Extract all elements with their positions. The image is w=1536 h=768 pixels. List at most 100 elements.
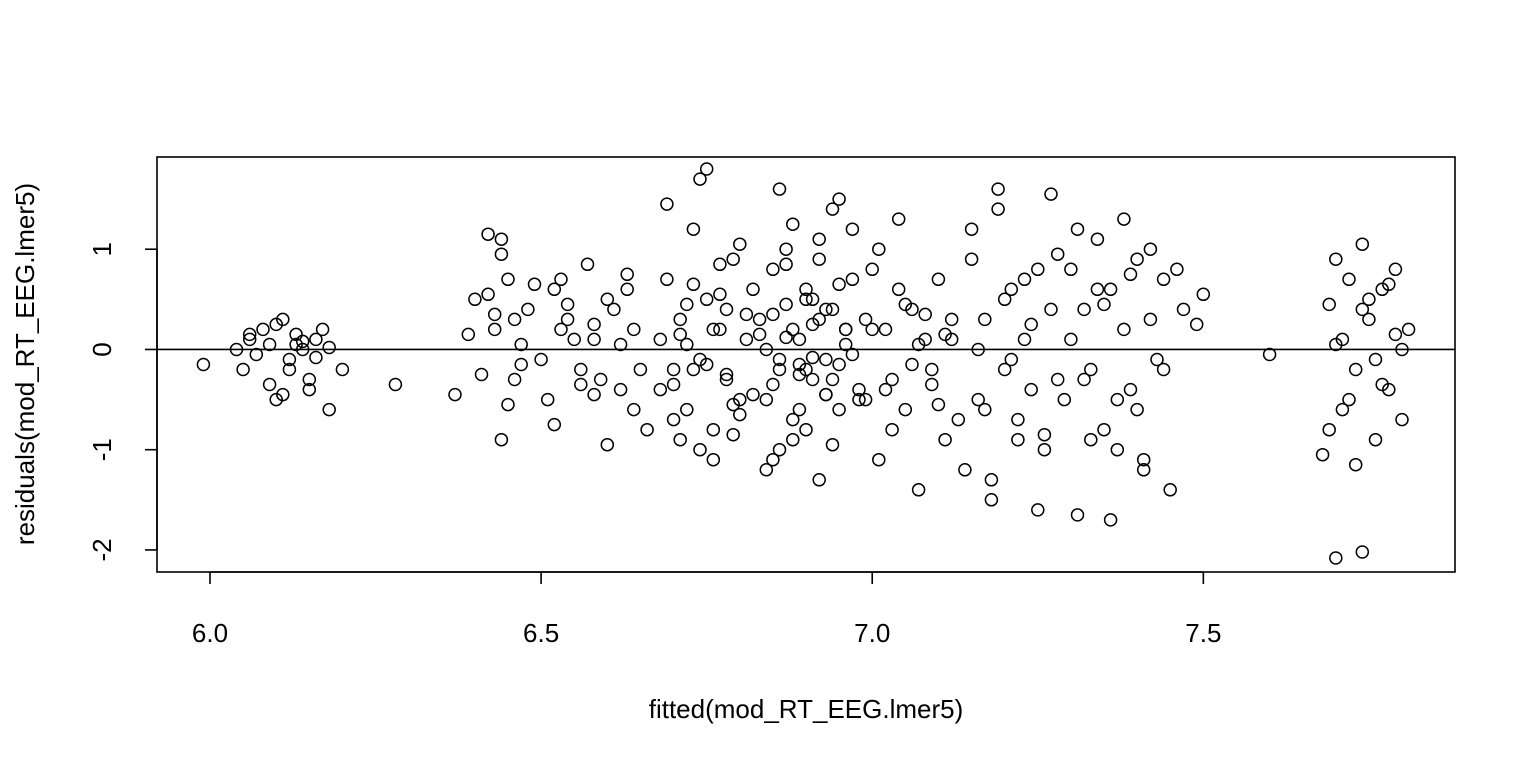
data-point xyxy=(282,362,297,377)
data-point xyxy=(1044,302,1058,317)
data-point xyxy=(660,272,674,287)
data-point xyxy=(845,272,860,287)
data-point xyxy=(984,493,999,507)
data-point xyxy=(819,387,833,402)
data-point xyxy=(726,252,740,266)
data-point xyxy=(1342,392,1356,407)
data-point xyxy=(521,302,535,317)
data-point xyxy=(1031,262,1045,277)
data-point xyxy=(1103,513,1118,527)
data-point xyxy=(699,162,714,176)
data-point xyxy=(560,297,575,312)
data-point xyxy=(567,332,581,347)
data-point xyxy=(766,307,780,322)
data-point xyxy=(613,382,628,397)
data-point xyxy=(964,222,979,236)
x-axis-label: fitted(mod_RT_EEG.lmer5) xyxy=(649,694,964,724)
y-tick-label: -2 xyxy=(87,538,117,561)
data-point xyxy=(613,337,628,352)
data-point xyxy=(706,422,721,437)
data-point xyxy=(587,387,601,402)
data-point xyxy=(799,422,813,437)
data-point xyxy=(726,427,740,442)
data-point xyxy=(540,392,555,407)
data-point xyxy=(838,322,853,337)
y-axis-label: residuals(mod_RT_EEG.lmer5) xyxy=(10,183,40,545)
data-point xyxy=(574,362,588,377)
data-point xyxy=(1004,352,1019,367)
data-point xyxy=(673,432,687,447)
data-point xyxy=(534,352,548,367)
data-point xyxy=(507,312,522,327)
data-point xyxy=(733,237,747,251)
data-point xyxy=(693,442,707,457)
data-point xyxy=(256,322,270,337)
data-point xyxy=(858,392,873,407)
data-point xyxy=(1084,432,1098,447)
data-point xyxy=(925,362,939,377)
data-point xyxy=(792,367,807,382)
data-point xyxy=(865,262,879,277)
data-point xyxy=(1110,392,1125,407)
data-point xyxy=(971,342,985,357)
data-point xyxy=(1150,352,1164,367)
data-point xyxy=(633,362,648,377)
data-point xyxy=(872,242,886,256)
data-point xyxy=(739,332,754,347)
data-point xyxy=(295,334,310,349)
data-point xyxy=(1077,372,1091,387)
data-point xyxy=(805,372,820,387)
data-point xyxy=(501,397,515,412)
data-point xyxy=(1329,252,1343,266)
data-point xyxy=(1031,503,1045,517)
data-point xyxy=(1395,342,1409,357)
data-point xyxy=(1037,442,1052,457)
data-point xyxy=(262,337,277,352)
data-point xyxy=(944,312,959,327)
data-point xyxy=(1189,317,1204,332)
data-point xyxy=(1362,292,1376,307)
data-point xyxy=(461,327,476,342)
data-point xyxy=(699,292,714,307)
data-point xyxy=(1176,302,1191,317)
data-point xyxy=(481,287,495,302)
data-point xyxy=(885,422,899,437)
data-point xyxy=(1355,302,1370,317)
data-point xyxy=(752,312,767,327)
data-point xyxy=(918,307,932,322)
data-point xyxy=(699,357,714,372)
x-tick-label: 6.0 xyxy=(192,618,228,648)
data-point xyxy=(620,282,634,297)
data-point xyxy=(772,442,787,457)
x-tick-label: 7.5 xyxy=(1185,618,1221,648)
data-point xyxy=(706,322,721,337)
data-point xyxy=(1064,332,1078,347)
data-point xyxy=(229,342,244,357)
data-point xyxy=(262,377,277,392)
data-point xyxy=(587,317,601,332)
data-point xyxy=(1017,272,1032,287)
data-point xyxy=(1136,463,1151,477)
data-point xyxy=(600,292,615,307)
data-point xyxy=(547,417,562,432)
data-point xyxy=(673,327,687,342)
data-point xyxy=(1163,483,1177,497)
data-point xyxy=(1143,242,1158,256)
data-point xyxy=(309,332,323,347)
data-point xyxy=(739,307,754,322)
data-point xyxy=(487,322,502,337)
data-point xyxy=(726,397,740,412)
data-point xyxy=(872,452,886,467)
data-point xyxy=(673,312,687,327)
data-point xyxy=(1368,432,1383,447)
data-point xyxy=(666,377,681,392)
data-point xyxy=(905,357,919,372)
data-point xyxy=(1388,327,1403,342)
data-point xyxy=(242,327,257,342)
data-point xyxy=(269,317,283,332)
data-point xyxy=(514,337,528,352)
data-point xyxy=(759,342,774,357)
data-point xyxy=(978,312,992,327)
data-point xyxy=(805,292,820,307)
